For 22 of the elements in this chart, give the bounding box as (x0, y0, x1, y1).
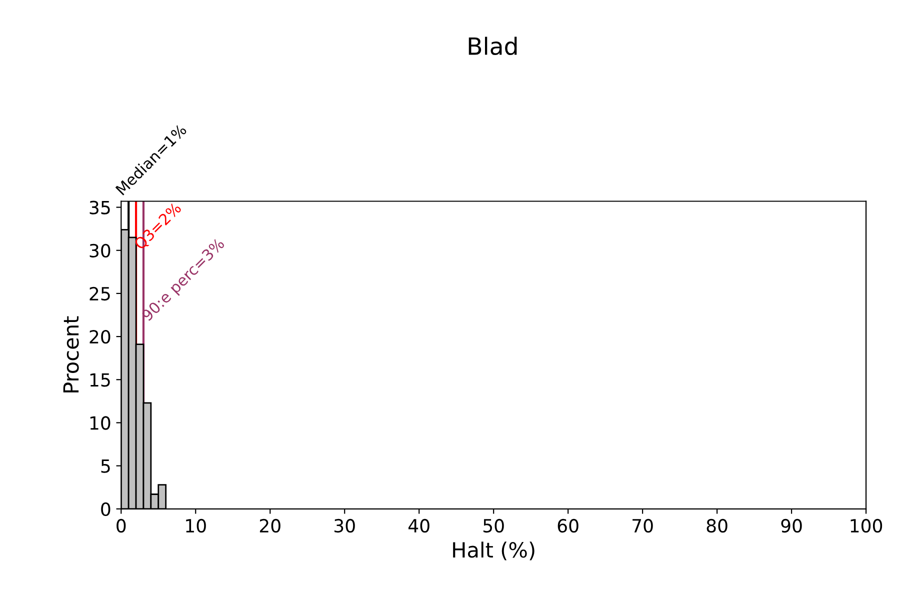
x-tick-label: 30 (334, 518, 355, 533)
chart-title: Blad (468, 36, 517, 56)
y-tick-label: 30 (90, 244, 110, 258)
x-tick-label: 0 (116, 518, 126, 533)
x-axis-title: Halt (%) (453, 542, 534, 560)
y-tick-label: 10 (90, 416, 110, 430)
y-tick-label: 25 (90, 286, 110, 301)
x-tick-label: 90 (781, 518, 802, 533)
x-tick-label: 80 (706, 518, 728, 533)
y-tick-label: 5 (101, 460, 110, 473)
x-tick-label: 40 (408, 518, 430, 533)
x-tick-label: 70 (632, 518, 653, 533)
y-axis-title: Procent (63, 316, 79, 392)
x-tick-label: 10 (186, 518, 206, 533)
x-tick-label: 100 (850, 518, 882, 533)
y-tick-label: 20 (90, 330, 110, 344)
y-tick-label: 0 (101, 502, 110, 516)
y-tick-label: 15 (90, 373, 110, 387)
x-tick-label: 50 (483, 518, 504, 533)
y-tick-label: 35 (90, 200, 110, 214)
x-tick-label: 60 (558, 518, 578, 533)
x-tick-label: 20 (260, 518, 280, 533)
